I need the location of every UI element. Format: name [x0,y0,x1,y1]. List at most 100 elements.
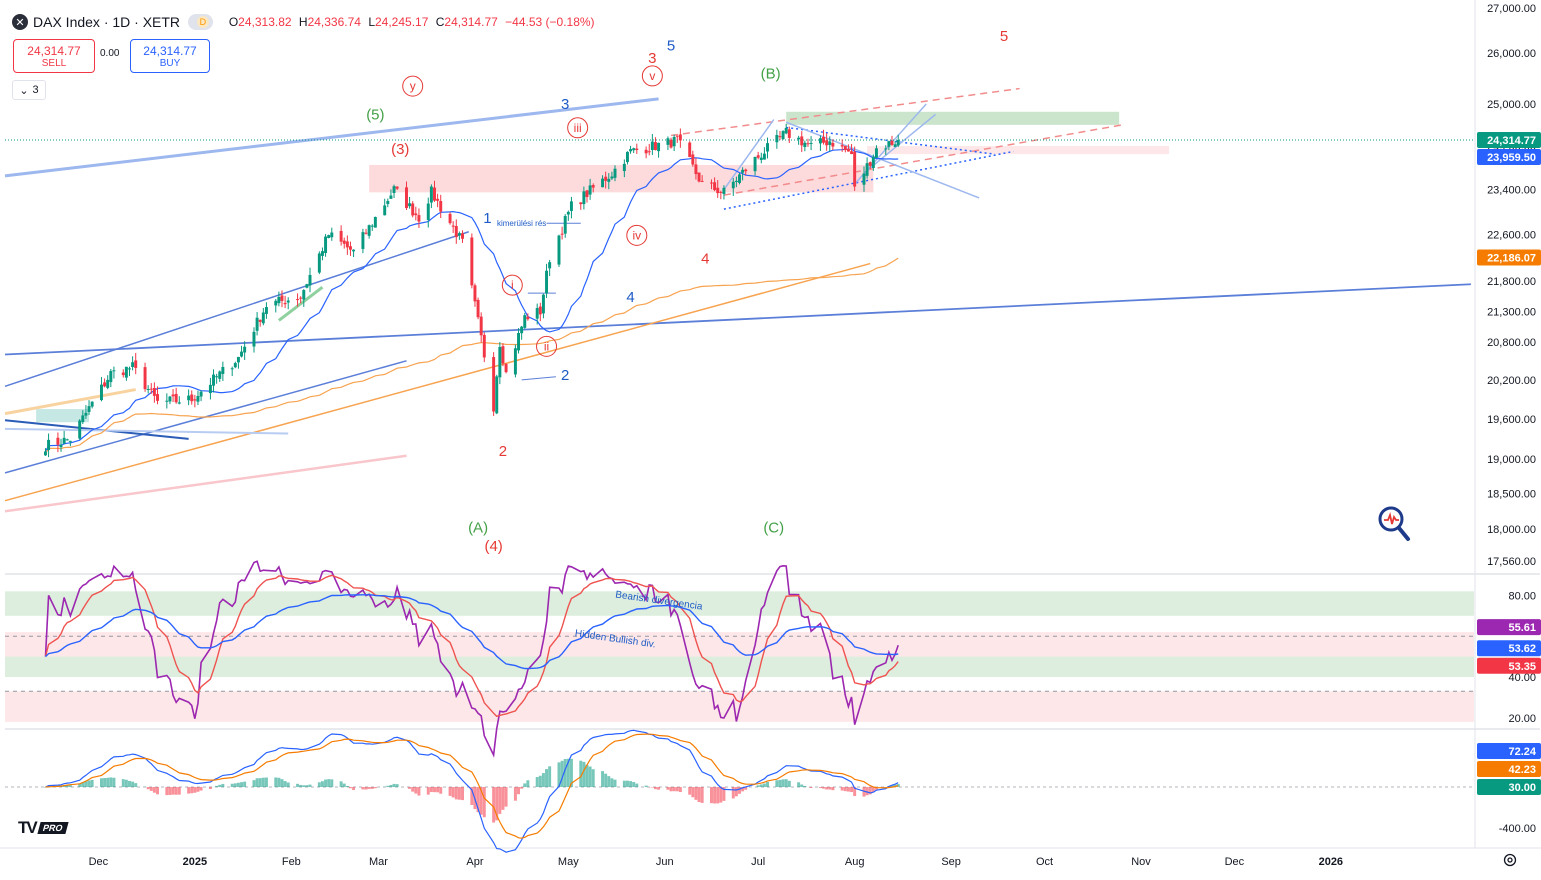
candle-body [541,294,545,314]
ma-fast-badge: 23,959.50 [1487,152,1536,164]
chevron-down-icon: ⌄ [19,84,29,97]
macd-histogram-bar [675,787,679,792]
price-axis[interactable]: 27,000.0026,000.0025,000.0024,200.0023,4… [1477,3,1541,835]
macd-histogram-bar [672,787,676,792]
candle-body [448,213,452,224]
timeframe-badge[interactable]: D [188,14,213,30]
tradingview-logo[interactable]: TV PRO [18,818,68,838]
wave-label-circle [641,65,663,87]
wave-label: 3 [561,96,569,113]
macd-histogram-bar [825,787,829,790]
symbol-logo-icon[interactable]: ✕ [12,14,28,30]
macd-histogram-bar [843,787,847,792]
candle-body [694,164,698,175]
rsi-badge-bg [1477,619,1541,636]
macd-histogram-bar [784,779,788,788]
macd-histogram-bar [330,779,334,788]
level-line [521,376,556,381]
candle-body [367,225,371,236]
macd-histogram-bar [625,780,629,788]
last-price-badge-bg [1477,131,1541,148]
macd-histogram-bar [569,758,573,788]
macd-histogram-bar [579,760,583,788]
macd-histogram-bar [501,787,505,810]
candle-body [283,302,287,305]
macd-histogram-bar [657,787,661,790]
candle-body [305,284,309,288]
macd-histogram-bar [199,787,203,791]
candle-body [644,149,648,154]
timeframe-letter: D [196,16,209,28]
macd-histogram-bar [822,787,826,789]
macd-histogram-bar [669,787,673,792]
candle-body [174,393,178,403]
plan-badge: PRO [37,822,68,834]
macd-histogram-bar [218,784,222,788]
candle-body [392,186,396,193]
settings-icon[interactable] [1502,852,1518,868]
price-tick-label: 18,500.00 [1487,489,1536,501]
time-tick-label: 2026 [1319,856,1343,868]
macd-histogram-bar [274,777,278,788]
indicators-toggle[interactable]: ⌄ 3 [12,80,46,100]
candle-body [825,140,829,146]
macd-histogram-bar [868,787,872,795]
macd-histogram-bar [451,787,455,798]
change-value: −44.53 (−0.18%) [505,15,595,29]
candle-body [324,236,328,254]
macd-histogram-bar [305,785,309,788]
magnifier-icon[interactable] [1377,505,1411,543]
candle-body [741,169,745,173]
time-tick-label: Mar [369,856,388,868]
candle-body [451,225,455,227]
macd-histogram-bar [348,787,352,789]
candle-body [193,399,197,401]
macd-histogram-bar [439,787,443,794]
candle-body [308,274,312,286]
rsi-badge-bg [1477,657,1541,674]
symbol-title[interactable]: DAX Index · 1D · XETR [33,14,181,30]
buy-button[interactable]: 24,314.77 BUY [130,39,210,73]
macd-histogram-bar [68,785,72,788]
wave-label: 5 [1000,28,1008,45]
candle-body [389,195,393,199]
macd-histogram-bar [454,787,458,800]
wave-label: i [511,278,514,292]
candle-body [884,148,888,150]
close-value: 24,314.77 [444,15,498,29]
macd-histogram-bar [103,778,107,788]
candle-body [517,333,521,351]
candle-body [258,319,262,322]
candle-body [601,178,605,188]
macd-histogram-bar [78,783,82,788]
candle-body [339,230,343,242]
candle-body [853,151,857,187]
price-zone [867,146,1169,155]
candle-body [218,371,222,379]
candle-body [196,395,200,402]
dotted-wedge [786,126,995,155]
candle-body [862,173,866,185]
candle-body [846,148,850,152]
candle-body [526,316,530,320]
candle-body [629,149,633,152]
candle-body [818,138,822,144]
macd-histogram-bar [850,787,854,793]
dashed-channel [723,124,1123,196]
candle-body [495,376,499,414]
candle-body [320,251,324,256]
price-tick-label: 20,200.00 [1487,375,1536,387]
macd-histogram-bar [317,782,321,788]
macd-histogram-bar [457,787,461,800]
candle-body [252,331,256,347]
macd-histogram-bar [236,782,240,788]
macd-histogram-bar [828,787,832,790]
time-axis[interactable]: Dec 2025 Feb Mar Apr May Jun Jul Aug Sep Oct Nov Dec… [89,856,1343,868]
sell-button[interactable]: 24,314.77 SELL [13,39,95,73]
candle-body [476,299,480,318]
macd-histogram-bar [342,783,346,788]
candle-body [800,136,804,146]
high-label: H [298,15,308,29]
candle-body [775,135,779,143]
